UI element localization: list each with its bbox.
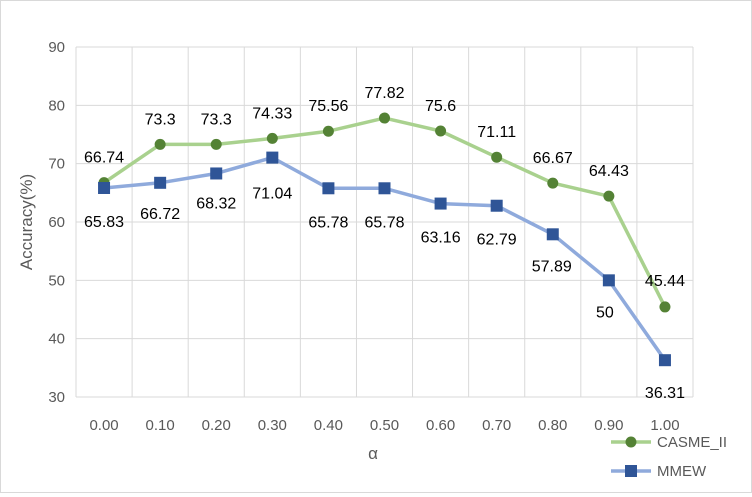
data-label: 63.16 [421, 230, 461, 247]
data-point [98, 181, 111, 194]
y-tick-label: 60 [48, 214, 65, 231]
legend-label: CASME_II [657, 434, 727, 451]
data-point [378, 182, 391, 195]
series-group [98, 112, 671, 367]
x-tick-label: 1.00 [650, 417, 679, 434]
x-tick-label: 0.10 [146, 417, 175, 434]
y-tick-label: 90 [48, 39, 65, 56]
x-tick-label: 0.30 [258, 417, 287, 434]
x-tick-label: 0.40 [314, 417, 343, 434]
data-point [210, 138, 222, 150]
data-point [659, 301, 671, 313]
data-label: 75.6 [425, 98, 456, 115]
x-axis-ticks: 0.00 0.10 0.20 0.30 0.40 0.50 0.60 0.70 0.80 0.90… [89, 417, 679, 434]
legend-marker [625, 465, 637, 477]
data-label: 65.78 [308, 214, 348, 231]
data-label: 73.3 [145, 111, 176, 128]
y-tick-label: 40 [48, 331, 65, 348]
data-point [266, 151, 279, 164]
legend-marker [625, 436, 637, 448]
data-label: 66.67 [533, 150, 573, 167]
data-label: 57.89 [532, 258, 572, 275]
data-label: 74.33 [252, 105, 292, 122]
gridlines [75, 46, 694, 398]
x-axis-title: α [368, 444, 378, 463]
y-tick-label: 70 [48, 156, 65, 173]
data-label: 66.74 [84, 150, 124, 167]
y-axis-ticks: 30 40 50 60 70 80 90 [48, 39, 65, 406]
data-point [547, 177, 559, 189]
x-tick-label: 0.20 [202, 417, 231, 434]
x-tick-label: 0.80 [538, 417, 567, 434]
data-label: 36.31 [645, 385, 685, 402]
data-label: 62.79 [477, 232, 517, 249]
x-tick-label: 0.90 [594, 417, 623, 434]
data-point [210, 167, 223, 180]
x-tick-label: 0.00 [89, 417, 118, 434]
data-point [434, 197, 447, 210]
data-point [603, 190, 615, 202]
data-point [435, 125, 447, 137]
data-label: 65.78 [364, 214, 404, 231]
data-label: 77.82 [364, 85, 404, 102]
x-tick-label: 0.70 [482, 417, 511, 434]
data-label: 68.32 [196, 195, 236, 212]
data-label: 65.83 [84, 214, 124, 231]
data-point [546, 228, 559, 241]
data-point [322, 125, 334, 137]
data-label: 75.56 [308, 98, 348, 115]
data-label: 45.44 [645, 273, 685, 290]
y-tick-label: 50 [48, 272, 65, 289]
data-label: 71.04 [252, 186, 292, 203]
data-labels: 66.74 73.3 73.3 74.33 75.56 77.82 75.6 71.11 66.… [84, 85, 685, 402]
data-point [322, 182, 335, 195]
data-point [379, 112, 390, 124]
data-point [154, 176, 167, 189]
data-point [266, 132, 278, 144]
data-label: 73.3 [201, 111, 232, 128]
y-tick-label: 80 [48, 97, 65, 114]
data-point [491, 151, 503, 163]
y-axis-title: Accuracy(%) [17, 174, 36, 270]
data-point [490, 199, 503, 212]
legend-label: MMEW [657, 463, 707, 480]
data-label: 71.11 [477, 124, 516, 141]
legend: CASME_II MMEW [611, 434, 727, 480]
x-tick-label: 0.60 [426, 417, 455, 434]
y-tick-label: 30 [48, 389, 65, 406]
data-point [602, 274, 615, 287]
x-tick-label: 0.50 [370, 417, 399, 434]
data-label: 64.43 [589, 163, 629, 180]
data-label: 50 [596, 304, 614, 321]
data-point [154, 138, 166, 150]
data-point [658, 354, 671, 367]
data-label: 66.72 [140, 206, 180, 223]
